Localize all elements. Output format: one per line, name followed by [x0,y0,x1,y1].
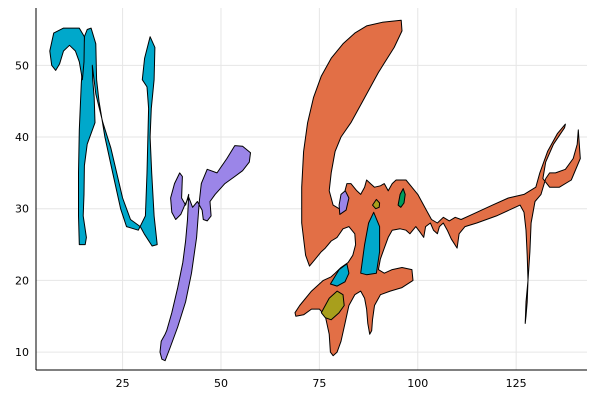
shape-2 [49,27,85,81]
shape-8 [397,188,406,208]
y-tick-label: 50 [15,59,29,72]
y-tick-label: 10 [15,346,29,359]
axes [35,8,587,371]
x-tick-label: 100 [407,377,428,390]
shape-7 [329,263,350,287]
shape-3 [159,145,251,362]
plot-shapes [49,19,581,362]
x-tick-label: 50 [214,377,228,390]
y-tick-label: 40 [15,131,29,144]
shape-6 [360,211,381,276]
tick-labels: 25 50 75 100 125 10 20 30 40 50 [15,59,527,390]
x-tick-label: 75 [312,377,326,390]
x-tick-label: 25 [116,377,130,390]
shape-9 [372,198,381,210]
y-tick-label: 30 [15,203,29,216]
y-tick-label: 20 [15,274,29,287]
x-tick-label: 125 [506,377,527,390]
shape-5 [338,190,350,215]
shape-1 [78,27,158,247]
shape-10 [320,290,345,321]
